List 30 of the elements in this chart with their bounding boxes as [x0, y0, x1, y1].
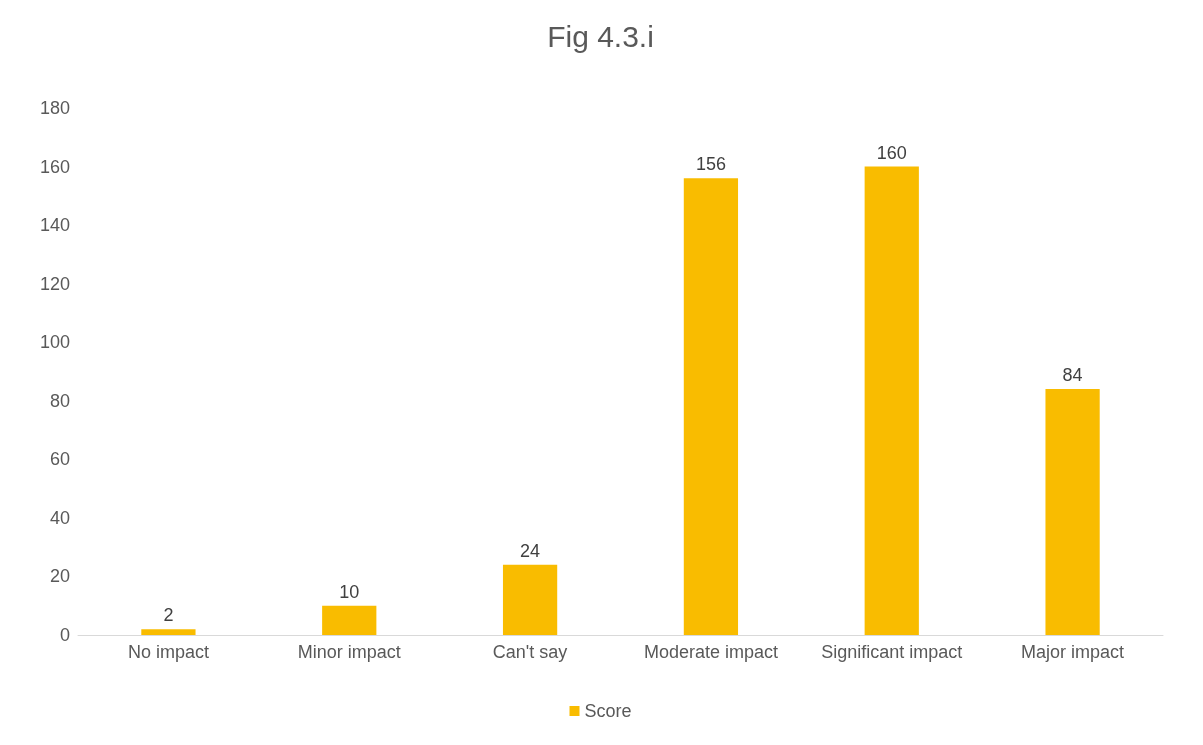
y-tick-label: 180 — [39, 98, 70, 118]
bar — [1045, 389, 1100, 635]
x-tick-label: Minor impact — [297, 642, 401, 662]
y-tick-label: 0 — [59, 625, 70, 645]
bar — [502, 564, 558, 635]
data-label: 24 — [520, 540, 541, 561]
data-label: 156 — [695, 154, 726, 175]
x-tick-label: Moderate impact — [643, 642, 778, 662]
bar — [141, 629, 196, 635]
y-tick-label: 20 — [49, 566, 70, 587]
y-tick-label: 160 — [39, 156, 70, 177]
data-label: 2 — [163, 605, 174, 626]
x-tick-label: Significant impact — [821, 642, 963, 662]
y-tick-label: 40 — [49, 507, 70, 528]
y-tick-label: 120 — [39, 273, 70, 294]
legend-label: Score — [584, 701, 632, 721]
data-label: 160 — [876, 142, 907, 163]
chart-title: Fig 4.3.i — [547, 19, 654, 53]
y-tick-label: 60 — [49, 449, 70, 470]
bar — [683, 178, 739, 635]
x-tick-label: Major impact — [1021, 642, 1125, 662]
y-tick-label: 140 — [39, 215, 70, 236]
bar — [864, 166, 919, 635]
bar — [322, 605, 377, 635]
x-tick-label: Can't say — [492, 642, 568, 662]
data-label: 10 — [339, 581, 360, 602]
x-tick-label: No impact — [127, 642, 209, 662]
y-tick-label: 100 — [39, 332, 70, 353]
y-tick-label: 80 — [49, 390, 70, 411]
data-label: 84 — [1062, 365, 1083, 386]
